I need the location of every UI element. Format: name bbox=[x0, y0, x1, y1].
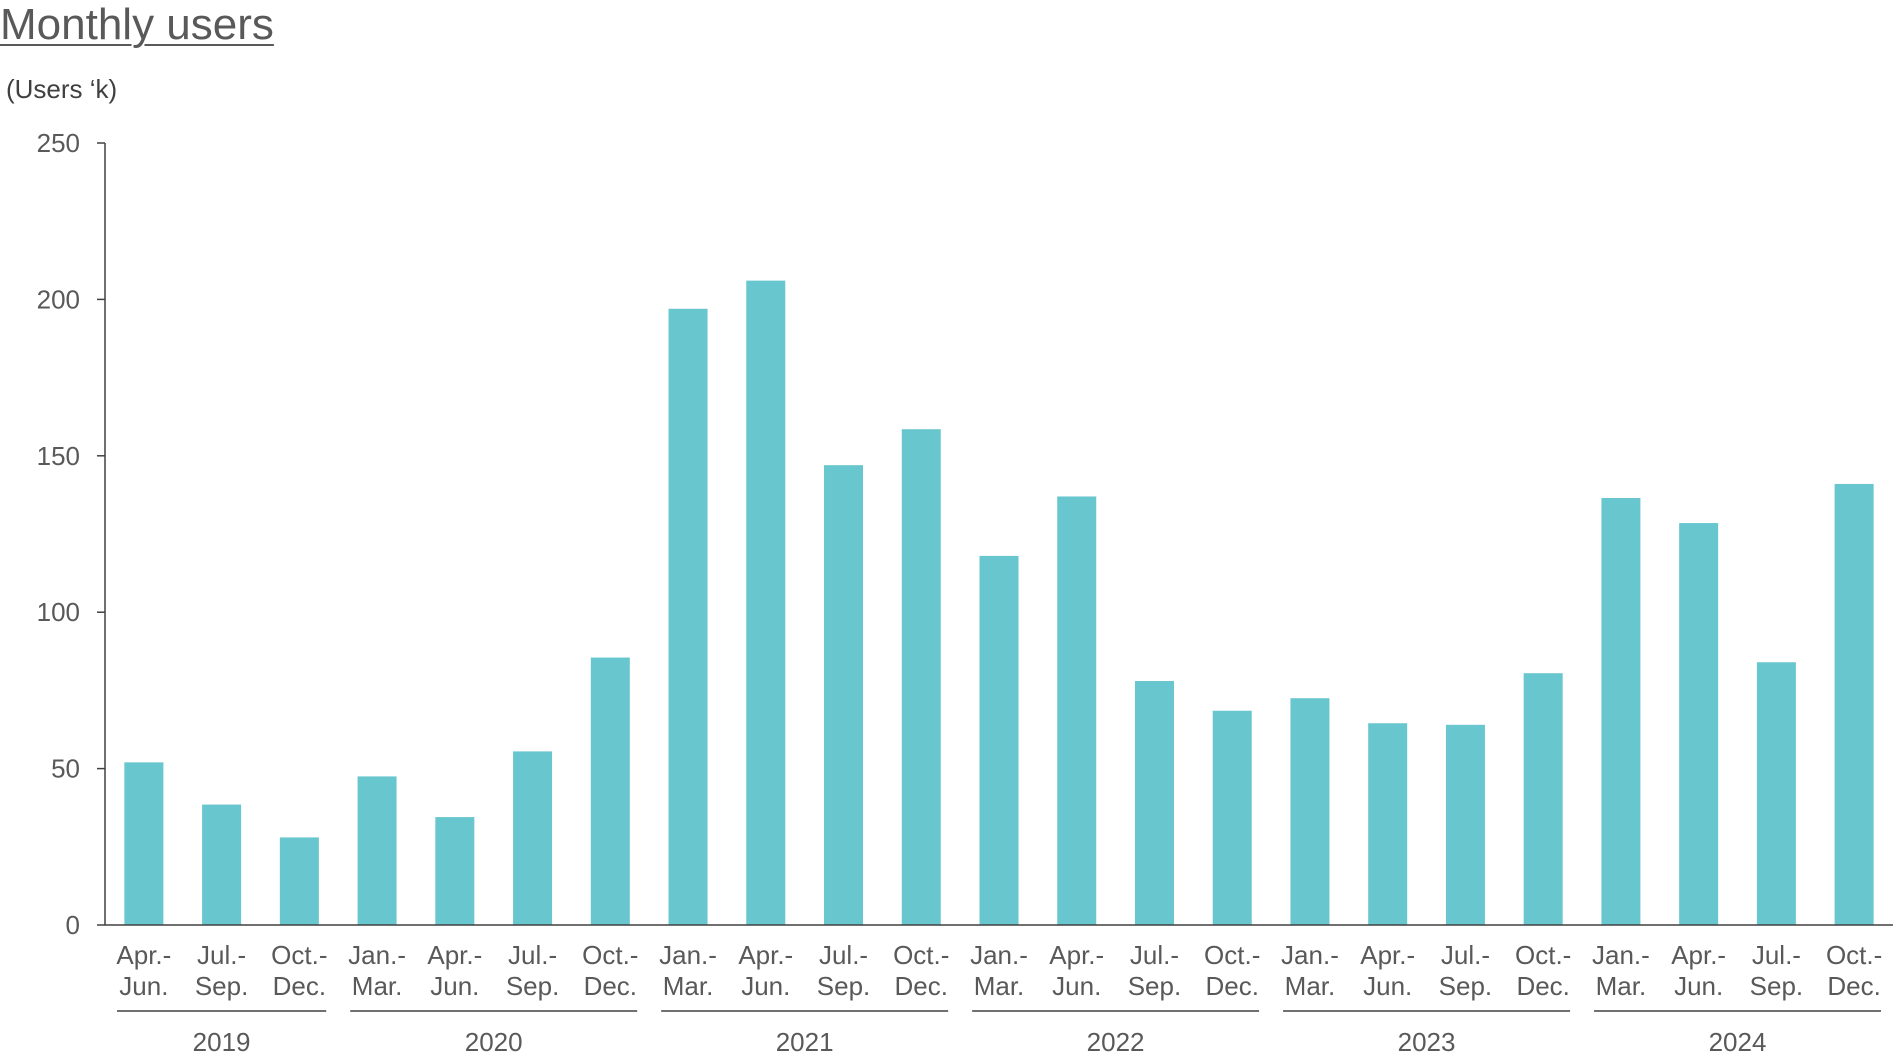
bar bbox=[668, 308, 708, 925]
bar bbox=[1756, 662, 1796, 925]
x-tick-label: Jul.- bbox=[197, 940, 246, 970]
x-tick-label: Dec. bbox=[1205, 971, 1258, 1001]
x-tick-label: Sep. bbox=[195, 971, 249, 1001]
x-tick-label: Sep. bbox=[1439, 971, 1493, 1001]
y-axis-ticks: 0 50 100 150 200 250 bbox=[37, 128, 105, 940]
year-groups: 2019 2020 2021 2022 2023 2024 bbox=[117, 1010, 1881, 1057]
x-tick-label: Jul.- bbox=[819, 940, 868, 970]
x-tick-label: Dec. bbox=[1516, 971, 1569, 1001]
x-tick-label: Jan.- bbox=[659, 940, 717, 970]
x-tick-label: Dec. bbox=[1827, 971, 1880, 1001]
y-tick-label: 50 bbox=[51, 754, 80, 784]
bar bbox=[1057, 496, 1097, 925]
x-tick-label: Jun. bbox=[1674, 971, 1723, 1001]
x-tick-label: Mar. bbox=[1596, 971, 1647, 1001]
x-tick-label: Jun. bbox=[430, 971, 479, 1001]
x-tick-label: Jul.- bbox=[1130, 940, 1179, 970]
y-tick-label: 250 bbox=[37, 128, 80, 158]
x-tick-label: Apr.- bbox=[738, 940, 793, 970]
x-tick-label: Oct.- bbox=[582, 940, 638, 970]
x-tick-label: Apr.- bbox=[116, 940, 171, 970]
x-tick-label: Jan.- bbox=[970, 940, 1028, 970]
x-tick-label: Oct.- bbox=[893, 940, 949, 970]
x-tick-label: Oct.- bbox=[1826, 940, 1882, 970]
bar bbox=[357, 776, 397, 925]
bars bbox=[124, 280, 1874, 926]
year-group-label: 2021 bbox=[776, 1027, 834, 1057]
bar bbox=[1834, 483, 1874, 925]
x-tick-label: Oct.- bbox=[1515, 940, 1571, 970]
y-axis-unit-label: (Users ‘k) bbox=[6, 74, 118, 104]
y-tick-label: 200 bbox=[37, 284, 80, 314]
x-tick-label: Oct.- bbox=[1204, 940, 1260, 970]
bar bbox=[979, 555, 1019, 925]
bar bbox=[279, 837, 319, 925]
bar bbox=[1212, 710, 1252, 925]
y-tick-label: 150 bbox=[37, 441, 80, 471]
x-tick-label: Jul.- bbox=[1752, 940, 1801, 970]
x-tick-label: Mar. bbox=[663, 971, 714, 1001]
y-tick-label: 100 bbox=[37, 597, 80, 627]
x-tick-label: Jan.- bbox=[1592, 940, 1650, 970]
x-tick-label: Jul.- bbox=[508, 940, 557, 970]
bar bbox=[1601, 498, 1641, 925]
x-tick-label: Sep. bbox=[506, 971, 560, 1001]
x-tick-label: Jul.- bbox=[1441, 940, 1490, 970]
x-tick-label: Sep. bbox=[1750, 971, 1804, 1001]
bar bbox=[202, 804, 242, 925]
x-tick-label: Apr.- bbox=[1671, 940, 1726, 970]
year-group-label: 2023 bbox=[1398, 1027, 1456, 1057]
x-tick-label: Dec. bbox=[584, 971, 637, 1001]
bar bbox=[1523, 673, 1563, 925]
x-tick-label: Sep. bbox=[817, 971, 871, 1001]
y-tick-label: 0 bbox=[66, 910, 80, 940]
x-tick-label: Jan.- bbox=[348, 940, 406, 970]
year-group-label: 2022 bbox=[1087, 1027, 1145, 1057]
x-tick-label: Mar. bbox=[1285, 971, 1336, 1001]
x-tick-label: Oct.- bbox=[271, 940, 327, 970]
x-tick-label: Sep. bbox=[1128, 971, 1182, 1001]
x-tick-label: Jun. bbox=[741, 971, 790, 1001]
year-group-label: 2024 bbox=[1709, 1027, 1767, 1057]
x-axis-labels: Apr.-Jun.Jul.-Sep.Oct.-Dec.Jan.-Mar.Apr.… bbox=[116, 940, 1882, 1001]
bar bbox=[590, 657, 630, 925]
year-group-label: 2019 bbox=[193, 1027, 251, 1057]
bar bbox=[1368, 723, 1408, 925]
bar bbox=[124, 762, 164, 925]
bar bbox=[435, 817, 475, 925]
bar bbox=[1290, 698, 1330, 925]
year-group-label: 2020 bbox=[465, 1027, 523, 1057]
x-tick-label: Mar. bbox=[974, 971, 1025, 1001]
x-tick-label: Jun. bbox=[119, 971, 168, 1001]
bar bbox=[901, 429, 941, 925]
bar bbox=[1679, 523, 1719, 925]
bar bbox=[1445, 724, 1485, 925]
bar bbox=[513, 751, 553, 925]
x-tick-label: Jun. bbox=[1363, 971, 1412, 1001]
x-tick-label: Dec. bbox=[273, 971, 326, 1001]
x-tick-label: Apr.- bbox=[427, 940, 482, 970]
x-tick-label: Jan.- bbox=[1281, 940, 1339, 970]
bar bbox=[824, 465, 864, 925]
chart-title: Monthly users bbox=[0, 0, 274, 49]
bar bbox=[746, 280, 786, 926]
bar bbox=[1134, 681, 1174, 925]
x-tick-label: Dec. bbox=[895, 971, 948, 1001]
x-tick-label: Jun. bbox=[1052, 971, 1101, 1001]
x-tick-label: Mar. bbox=[352, 971, 403, 1001]
x-tick-label: Apr.- bbox=[1360, 940, 1415, 970]
x-tick-label: Apr.- bbox=[1049, 940, 1104, 970]
